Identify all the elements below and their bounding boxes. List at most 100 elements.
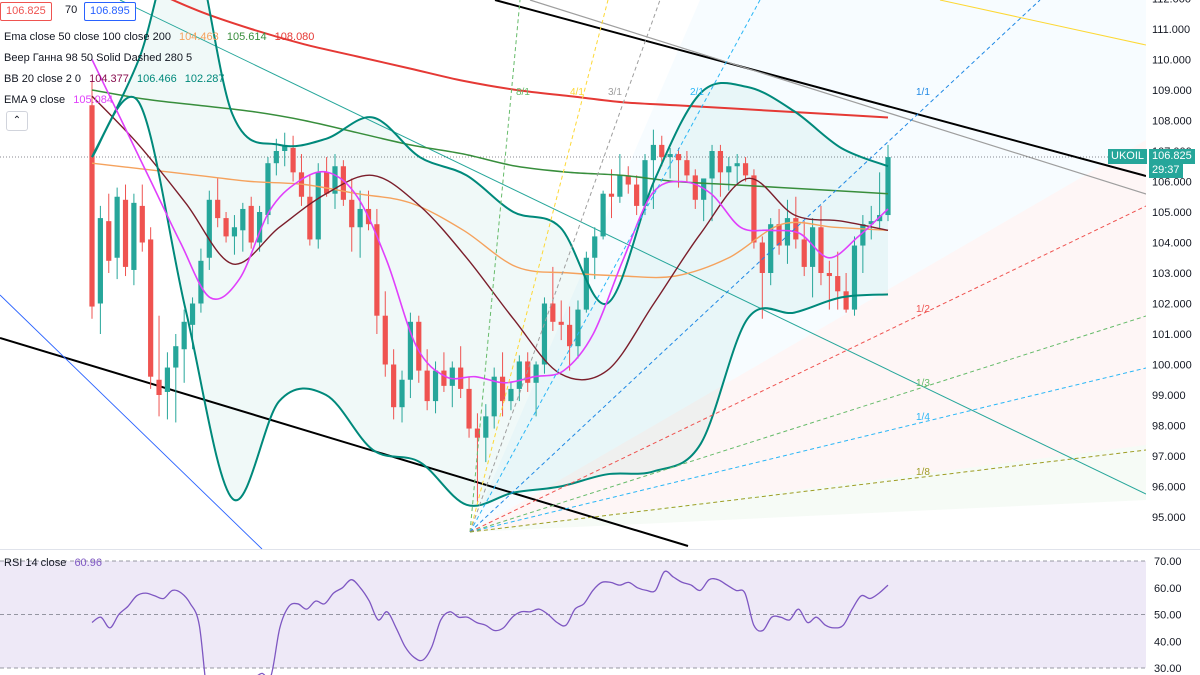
candle: [206, 190, 212, 270]
candle: [382, 291, 388, 377]
candle-body: [114, 196, 120, 258]
gann-ray: [469, 0, 761, 533]
candle-body: [776, 224, 782, 246]
gann-ray: [469, 0, 609, 533]
candle-body: [223, 218, 229, 237]
candle: [223, 212, 229, 243]
price-tick-label: 111.000: [1152, 24, 1190, 36]
candle-body: [407, 321, 413, 380]
rsi-legend[interactable]: RSI 14 close 60.96: [4, 557, 107, 569]
candle-body: [717, 151, 724, 173]
candle-body: [516, 361, 522, 389]
candle-body: [625, 175, 631, 185]
series-line-bb-lower: [91, 95, 889, 507]
candle: [215, 178, 221, 228]
candle-body: [206, 199, 212, 258]
candle-body: [525, 361, 531, 383]
price-tick-label: 98.000: [1152, 421, 1186, 433]
candle-body: [801, 239, 807, 267]
candle-body: [592, 236, 598, 258]
candle: [634, 175, 640, 216]
candle: [374, 208, 380, 334]
price-tick-label: 99.000: [1152, 390, 1186, 402]
price-tick-label: 105.000: [1152, 207, 1192, 219]
candle: [759, 236, 765, 319]
candle: [592, 227, 598, 280]
candle-body: [567, 324, 573, 347]
candle: [608, 169, 615, 219]
indicator-value: 102.287: [184, 73, 225, 85]
candle: [483, 404, 489, 463]
indicator-name: EMA 9 close: [4, 94, 66, 106]
candle: [508, 382, 514, 411]
candle: [441, 352, 447, 392]
candle-body: [282, 144, 288, 151]
candle: [809, 218, 816, 298]
spread-value: 70: [65, 4, 78, 16]
candle-body: [215, 199, 221, 219]
candle-body: [835, 276, 841, 292]
candle: [692, 169, 698, 209]
candle-body: [642, 160, 648, 206]
candle-body: [742, 163, 749, 176]
bar-countdown: 29:37: [1149, 163, 1183, 178]
candle-body: [248, 205, 254, 243]
gann-label: 1/1: [916, 87, 930, 98]
candle-body: [885, 157, 891, 216]
gann-label: 3/1: [608, 87, 622, 98]
candle-body: [240, 208, 246, 231]
candle: [885, 144, 891, 222]
candle: [256, 205, 263, 252]
candle-body: [416, 321, 422, 371]
last-price-tag[interactable]: 106.825: [1149, 149, 1195, 164]
candle-body: [809, 227, 816, 267]
candle-body: [734, 163, 740, 167]
bid-price-box[interactable]: 106.825: [0, 2, 52, 21]
candle-body: [784, 218, 791, 246]
candle: [391, 349, 397, 420]
indicator-ema-triple[interactable]: Ema close 50 close 100 close 200 104.463…: [4, 31, 319, 43]
candle: [491, 367, 497, 429]
candle: [248, 196, 254, 249]
price-plot[interactable]: [0, 0, 1146, 549]
candle-body: [541, 303, 548, 365]
gann-label: 8/1: [516, 87, 530, 98]
candle-body: [843, 291, 849, 310]
candle: [424, 349, 430, 411]
candle: [466, 376, 472, 438]
candle: [600, 190, 606, 240]
candle-body: [550, 303, 556, 322]
indicator-bollinger[interactable]: BB 20 close 2 0 104.377 106.466 102.287: [4, 73, 230, 85]
symbol-tag[interactable]: UKOIL: [1108, 149, 1148, 164]
rsi-axis[interactable]: 70.00 60.00 50.00 40.00 30.00: [1154, 556, 1182, 675]
ask-price-box[interactable]: 106.895: [84, 2, 136, 21]
candle-body: [382, 315, 388, 365]
collapse-indicators-button[interactable]: ⌃: [6, 111, 28, 131]
candle: [499, 352, 506, 417]
candle-body: [198, 260, 204, 304]
rsi-tick-label: 40.00: [1154, 636, 1182, 648]
gann-ray: [469, 0, 521, 533]
candle: [525, 352, 531, 392]
candle: [835, 251, 841, 310]
candle: [97, 205, 103, 334]
candle-body: [508, 388, 514, 402]
rsi-tick-label: 60.00: [1154, 583, 1182, 595]
candle: [474, 413, 481, 502]
price-axis[interactable]: 112.000111.000110.000109.000108.000107.0…: [1152, 0, 1192, 524]
series-line-ema-9: [91, 59, 889, 384]
indicator-gann-fan[interactable]: Веер Ганна 98 50 Solid Dashed 280 5: [4, 52, 197, 64]
price-tick-label: 106.000: [1152, 177, 1192, 189]
indicator-value: 105.084: [73, 94, 113, 106]
candle-body: [441, 370, 447, 386]
candle-body: [374, 224, 380, 316]
indicator-value: 108.080: [274, 31, 315, 43]
candle: [106, 193, 112, 273]
gann-ray: [469, 449, 1146, 533]
series-line-bb-upper: [91, 0, 889, 305]
candle: [776, 208, 782, 255]
candle-body: [131, 202, 137, 270]
indicator-ema9[interactable]: EMA 9 close 105.084: [4, 94, 118, 106]
candle: [801, 221, 807, 277]
